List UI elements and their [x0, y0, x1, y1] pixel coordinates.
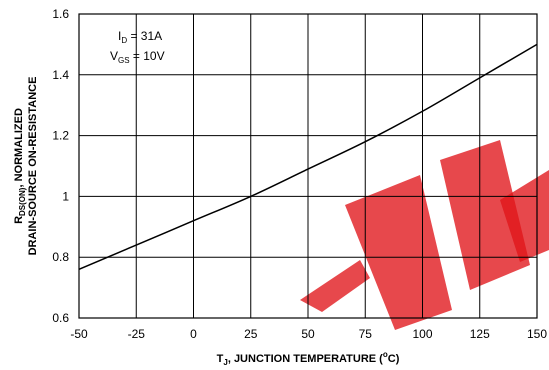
- annotation-id: ID = 31A: [118, 29, 162, 45]
- x-tick-label: 150: [527, 327, 547, 341]
- x-axis-title: TJ, JUNCTION TEMPERATURE (oC): [217, 350, 400, 367]
- y-tick-label: 1.2: [52, 129, 69, 143]
- x-tick-label: 25: [244, 327, 258, 341]
- y-tick-label: 0.8: [52, 250, 69, 264]
- x-tick-label: 50: [301, 327, 315, 341]
- x-tick-labels: -50 -25 0 25 50 75 100 125 150: [70, 327, 547, 341]
- y-tick-labels: 0.6 0.8 1 1.2 1.4 1.6: [52, 7, 69, 325]
- x-tick-label: 75: [359, 327, 373, 341]
- y-tick-label: 0.6: [52, 311, 69, 325]
- y-axis-title-line1: RDS(ON), NORMALIZED: [13, 108, 27, 224]
- y-axis-title: RDS(ON), NORMALIZED DRAIN-SOURCE ON-RESI…: [13, 77, 39, 256]
- y-tick-label: 1.4: [52, 68, 69, 82]
- x-tick-label: 0: [190, 327, 197, 341]
- y-tick-label: 1: [62, 189, 69, 203]
- x-tick-label: -50: [70, 327, 88, 341]
- plot-frame: [78, 13, 538, 319]
- y-tick-label: 1.6: [52, 7, 69, 21]
- x-tick-label: 125: [470, 327, 490, 341]
- watermark-logo: [300, 140, 549, 330]
- annotation-vgs: VGS = 10V: [110, 49, 165, 65]
- x-tick-label: 100: [412, 327, 432, 341]
- y-axis-title-line2: DRAIN-SOURCE ON-RESISTANCE: [27, 77, 39, 256]
- x-tick-label: -25: [128, 327, 146, 341]
- series-line: [78, 43, 538, 271]
